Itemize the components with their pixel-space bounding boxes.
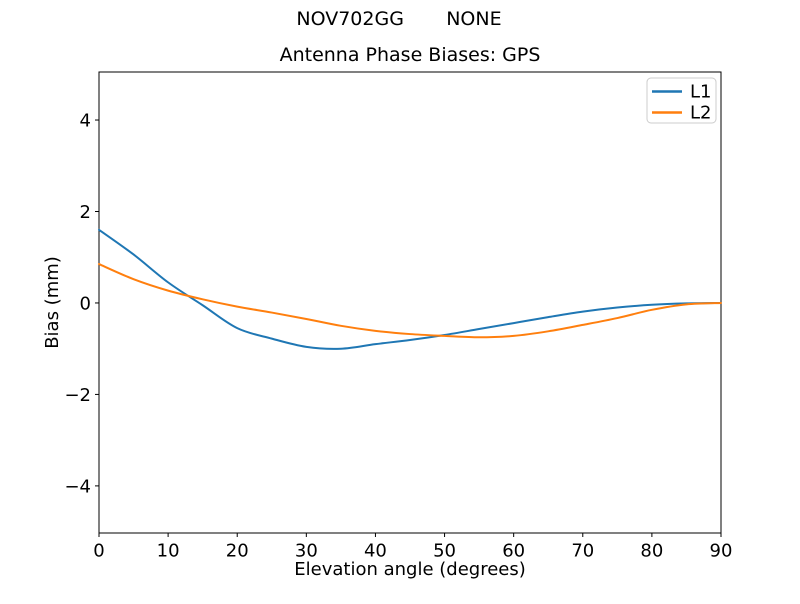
x-tick-label: 60 [502,541,525,562]
x-tick-label: 0 [93,541,104,562]
x-tick-label: 80 [640,541,663,562]
l2-line-series [98,263,722,339]
x-tick-label: 70 [571,541,594,562]
figure-suptitle: NOV702GG NONE [296,8,501,30]
legend-label-l2: L2 [690,103,711,124]
x-tick-label: 40 [364,541,387,562]
y-tick-label: 0 [80,293,91,314]
x-tick-label: 30 [295,541,318,562]
y-tick-label: 2 [80,202,91,223]
x-tick-label: 90 [710,541,733,562]
y-tick-label: 4 [80,111,91,132]
x-axis-label: Elevation angle (degrees) [294,559,526,580]
y-axis: −4 −2 0 2 4 [64,111,99,497]
series-lines [98,228,722,350]
legend-label-l1: L1 [690,82,711,103]
x-axis: 0 10 20 30 40 50 60 70 80 90 [93,533,732,562]
y-axis-label: Bias (mm) [42,256,63,349]
x-tick-label: 10 [157,541,180,562]
y-axis-label-group: Bias (mm) [42,256,63,349]
legend: L1 L2 [646,77,717,124]
chart-title: Antenna Phase Biases: GPS [280,44,541,66]
x-tick-label: 20 [226,541,249,562]
x-tick-label: 50 [433,541,456,562]
l1-line-series [98,228,722,350]
y-tick-label: −2 [64,385,91,406]
y-tick-label: −4 [64,476,91,497]
